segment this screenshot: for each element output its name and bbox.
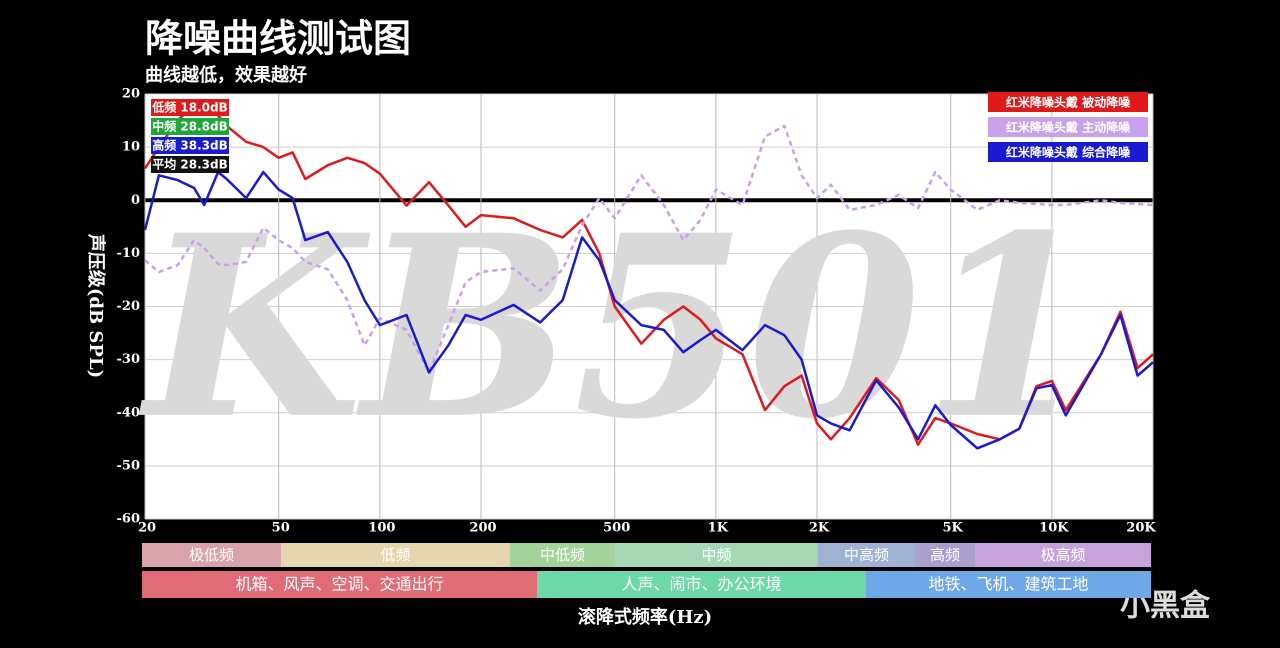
band [281,543,510,567]
legend-label: 红米降噪头戴 综合降噪 [1006,145,1131,160]
annotation: 平均 28.3dB [152,157,228,172]
legend-swatch [988,142,1148,162]
y-tick-label: 10 [122,140,140,155]
y-tick-label: -20 [117,299,141,314]
annotation-box [151,137,229,154]
band [866,571,1151,598]
legend-swatch [988,92,1148,112]
x-axis-label: 滚降式频率(Hz) [578,606,712,628]
band [915,543,975,567]
legend-swatch [988,117,1148,137]
y-tick-label: -40 [117,405,141,420]
annotation: 低频 18.0dB [151,100,228,115]
band-label: 地铁、飞机、建筑工地 [928,575,1088,594]
band [615,543,818,567]
x-tick-label: 20K [1126,521,1156,536]
y-tick-label: 0 [131,193,140,208]
band [142,571,537,598]
series-line [143,103,1154,446]
band-label: 中高频 [844,546,889,564]
band [818,543,915,567]
band [537,571,866,598]
x-tick-label: 1K [708,521,729,536]
y-tick-label: -10 [117,246,141,261]
legend-label: 红米降噪头戴 主动降噪 [1006,120,1131,135]
series-line [144,124,1154,374]
x-tick-label: 2K [809,521,830,536]
annotation-box [151,99,229,116]
legend-label: 红米降噪头戴 被动降噪 [1006,95,1131,110]
band-label: 极低频 [189,546,234,564]
annotation-box [151,118,229,135]
chart-subtitle: 曲线越低，效果越好 [145,64,307,86]
band-label: 中频 [701,546,731,564]
band-label: 低频 [380,546,410,564]
x-tick-label: 20 [138,521,156,536]
chart-title: 降噪曲线测试图 [145,16,411,61]
annotation: 中频 28.8dB [152,119,228,134]
grid [144,93,1154,520]
annotation-box [151,156,229,173]
y-axis-label: 声压级(dB SPL) [85,233,107,378]
y-tick-label: 20 [122,87,140,102]
x-tick-label: 200 [469,521,496,536]
x-tick-label: 100 [368,521,395,536]
x-tick-label: 50 [272,521,290,536]
band-label: 高频 [930,546,960,564]
x-tick-label: 5K [943,521,964,536]
y-tick-label: -30 [117,352,141,367]
band [510,543,615,567]
band [975,543,1151,567]
x-tick-label: 10K [1039,521,1069,536]
band-label: 中低频 [540,546,585,564]
band-label: 极高频 [1040,546,1085,564]
lines [143,103,1154,450]
band [142,543,281,567]
y-tick-label: -60 [117,512,141,527]
annotation: 高频 38.3dB [152,138,228,153]
x-tick-label: 500 [603,521,630,536]
series-line [143,170,1154,450]
band-label: 机箱、风声、空调、交通出行 [235,575,443,594]
y-tick-label: -50 [117,458,141,473]
band-label: 人声、闹市、办公环境 [621,575,781,594]
watermark: KB501 [139,180,1095,474]
